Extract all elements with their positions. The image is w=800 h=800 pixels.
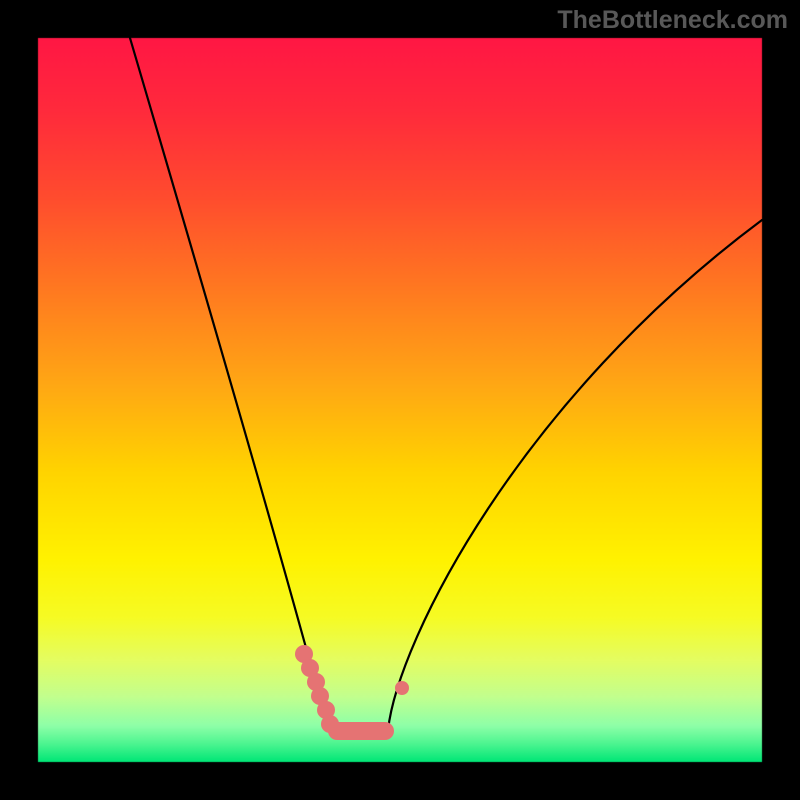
chart-background (0, 0, 800, 800)
chart-container: TheBottleneck.com (0, 0, 800, 800)
watermark-text: TheBottleneck.com (557, 6, 788, 35)
